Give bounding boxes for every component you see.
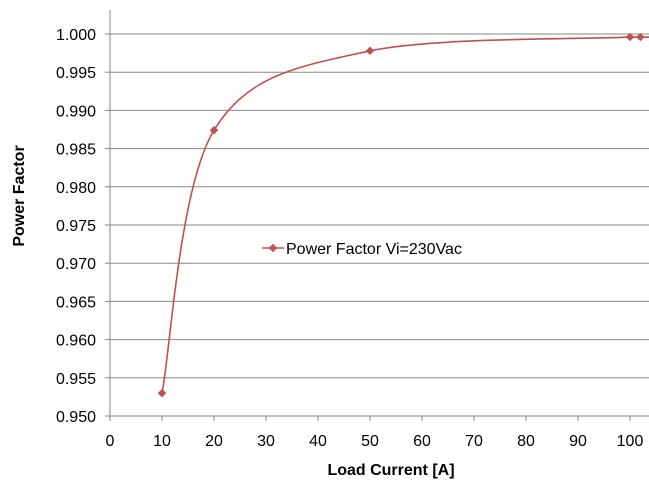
- y-tick-label: 0.995: [56, 65, 96, 82]
- y-axis-title: Power Factor: [11, 145, 28, 246]
- x-tick-label: 40: [309, 433, 327, 450]
- data-point-marker: [365, 46, 375, 56]
- x-tick-label: 0: [106, 433, 115, 450]
- x-axis-title: Load Current [A]: [327, 462, 454, 479]
- y-tick-labels: 0.950 0.955 0.960 0.965 0.970 0.975 0.980 0.985…: [56, 27, 96, 426]
- y-tick-label: 0.985: [56, 142, 96, 159]
- data-point-marker: [157, 388, 167, 398]
- x-tick-labels: 0 10 20 30 40 50 60 70 80 90 100: [106, 433, 644, 450]
- x-tick-label: 10: [153, 433, 171, 450]
- gridlines: [105, 33, 649, 421]
- x-tick-label: 50: [361, 433, 379, 450]
- data-point-marker: [209, 126, 219, 135]
- y-tick-label: 0.965: [56, 294, 96, 311]
- y-tick-label: 1.000: [56, 27, 96, 44]
- x-tick-label: 90: [569, 433, 587, 450]
- y-tick-label: 0.990: [56, 103, 96, 120]
- y-tick-label: 0.950: [56, 409, 96, 426]
- x-tick-label: 80: [517, 433, 535, 450]
- x-tick-label: 20: [205, 433, 223, 450]
- y-tick-label: 0.970: [56, 256, 96, 273]
- legend-label: Power Factor Vi=230Vac: [286, 241, 462, 258]
- y-tick-label: 0.955: [56, 371, 96, 388]
- legend: Power Factor Vi=230Vac: [262, 241, 462, 258]
- x-tick-label: 100: [617, 433, 644, 450]
- y-tick-label: 0.975: [56, 218, 96, 235]
- legend-marker: [268, 243, 278, 253]
- x-tick-label: 30: [257, 433, 275, 450]
- x-tick-label: 70: [465, 433, 483, 450]
- series-layer: [157, 32, 649, 398]
- y-tick-label: 0.960: [56, 333, 96, 350]
- y-tick-label: 0.980: [56, 180, 96, 197]
- x-tick-label: 60: [413, 433, 431, 450]
